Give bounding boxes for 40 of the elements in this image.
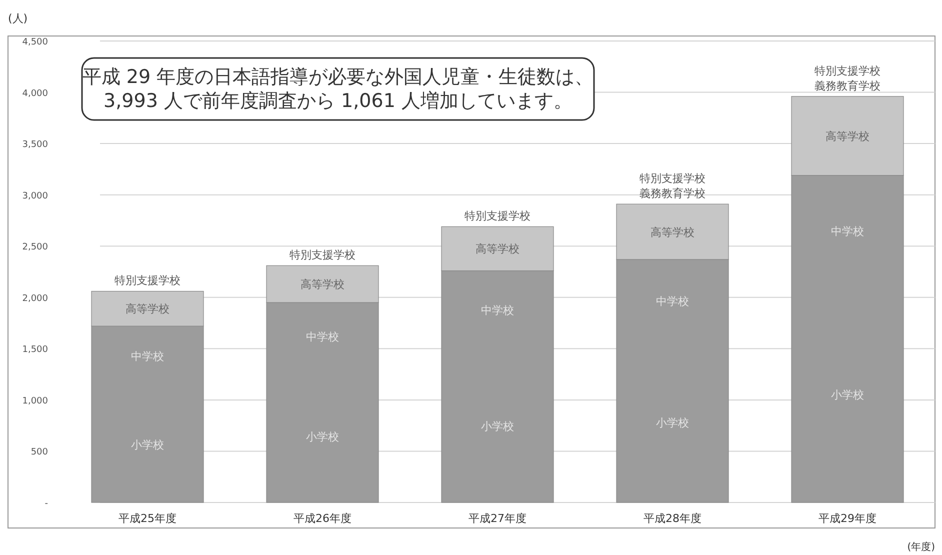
annotation: 小学校 [306, 430, 339, 444]
annotation: 中学校 [656, 294, 689, 308]
x-tick-label: 平成25年度 [118, 512, 176, 525]
annotation: 高等学校 [826, 130, 870, 143]
annotation: 小学校 [131, 438, 164, 452]
annotation: 小学校 [831, 388, 864, 402]
annotation: 中学校 [831, 224, 864, 238]
y-tick-label: 2,000 [22, 294, 48, 304]
y-tick-label: 3,000 [22, 191, 48, 202]
x-axis-title: (年度) [907, 541, 936, 553]
annotation: 高等学校 [476, 242, 520, 256]
annotation: 高等学校 [126, 302, 170, 316]
annotation: 特別支援学校 [640, 172, 706, 186]
y-tick-label: 1,500 [22, 345, 48, 356]
y-tick-label: 1,000 [22, 396, 48, 406]
annotation: 義務教育学校 [640, 187, 706, 200]
y-axis-title: (人) [8, 12, 28, 25]
x-tick-label: 平成26年度 [294, 512, 352, 525]
y-tick-label: 2,500 [22, 242, 48, 253]
y-tick-label: - [44, 499, 48, 509]
y-tick-label: 4,000 [22, 88, 48, 99]
annotation: 特別支援学校 [814, 64, 880, 78]
annotation: 中学校 [131, 350, 164, 364]
annotation: 特別支援学校 [114, 274, 180, 288]
annotation: 高等学校 [300, 278, 344, 292]
y-tick-label: 3,500 [22, 140, 48, 150]
annotation: 高等学校 [650, 226, 694, 239]
annotation: 平成 29 年度の日本語指導が必要な外国人児童・生徒数は、 3,993 人で前年度調査から 1,061 人増加しています。 [82, 66, 594, 112]
x-tick-label: 平成27年度 [468, 512, 526, 525]
annotation: 中学校 [481, 304, 514, 318]
annotation: 特別支援学校 [464, 210, 530, 223]
annotation: 特別支援学校 [290, 248, 356, 262]
y-tick-label: 500 [30, 448, 48, 458]
annotation: 小学校 [656, 416, 689, 430]
x-tick-label: 平成29年度 [818, 512, 876, 525]
annotation: 義務教育学校 [814, 79, 880, 92]
annotation: 中学校 [306, 330, 339, 344]
annotation: 小学校 [481, 420, 514, 434]
x-tick-label: 平成28年度 [644, 512, 702, 525]
y-tick-label: 4,500 [22, 38, 48, 48]
